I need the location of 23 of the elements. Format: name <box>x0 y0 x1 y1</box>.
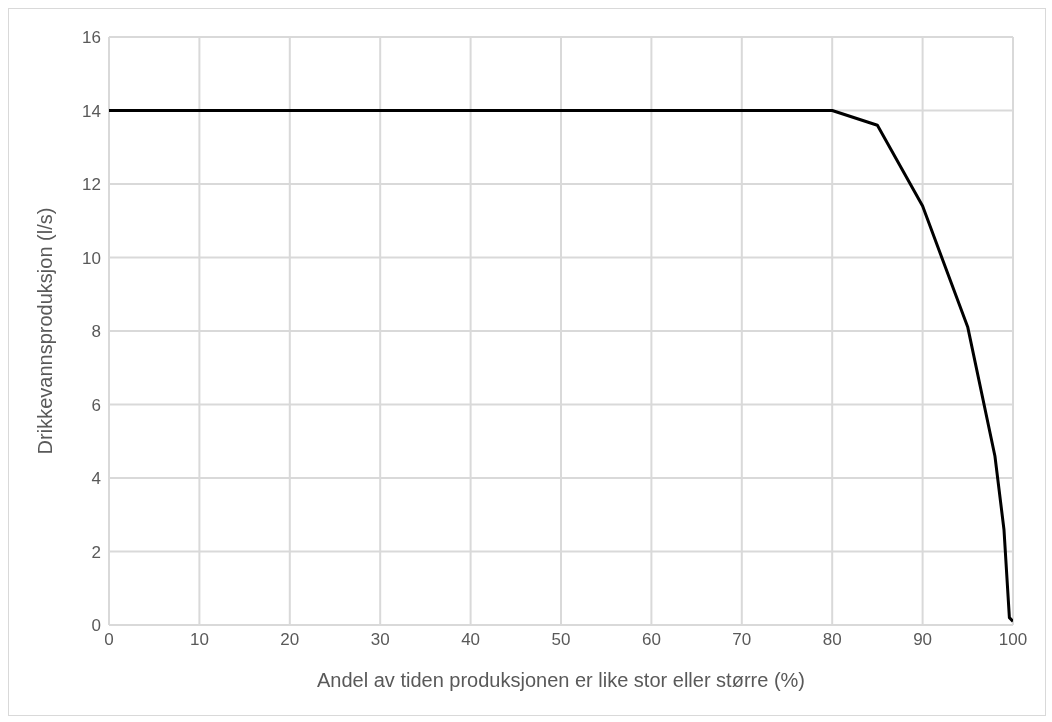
y-tick-label: 6 <box>91 395 101 415</box>
x-tick-label: 20 <box>280 630 300 650</box>
x-tick-label: 30 <box>370 630 390 650</box>
x-tick-label: 60 <box>641 630 661 650</box>
x-tick-label: 90 <box>913 630 933 650</box>
x-tick-label: 100 <box>998 630 1028 650</box>
y-tick-label: 14 <box>82 101 101 121</box>
x-tick-label: 80 <box>822 630 842 650</box>
y-tick-label: 10 <box>82 248 101 268</box>
x-axis-title: Andel av tiden produksjonen er like stor eller større (%) <box>317 669 805 691</box>
y-tick-label: 12 <box>82 175 101 195</box>
y-tick-label: 16 <box>82 28 101 48</box>
x-tick-label: 40 <box>461 630 481 650</box>
x-tick-label: 50 <box>551 630 571 650</box>
y-tick-label: 8 <box>91 322 101 342</box>
line-series <box>109 109 1013 623</box>
y-tick-label: 2 <box>91 542 101 562</box>
y-axis-title: Drikkevannsproduksjon (l/s) <box>34 207 57 455</box>
x-tick-label: 70 <box>732 630 752 650</box>
x-tick-label: 10 <box>189 630 209 650</box>
x-tick-label: 0 <box>104 630 114 650</box>
y-tick-label: 4 <box>91 469 101 489</box>
y-tick-label: 0 <box>91 616 101 636</box>
